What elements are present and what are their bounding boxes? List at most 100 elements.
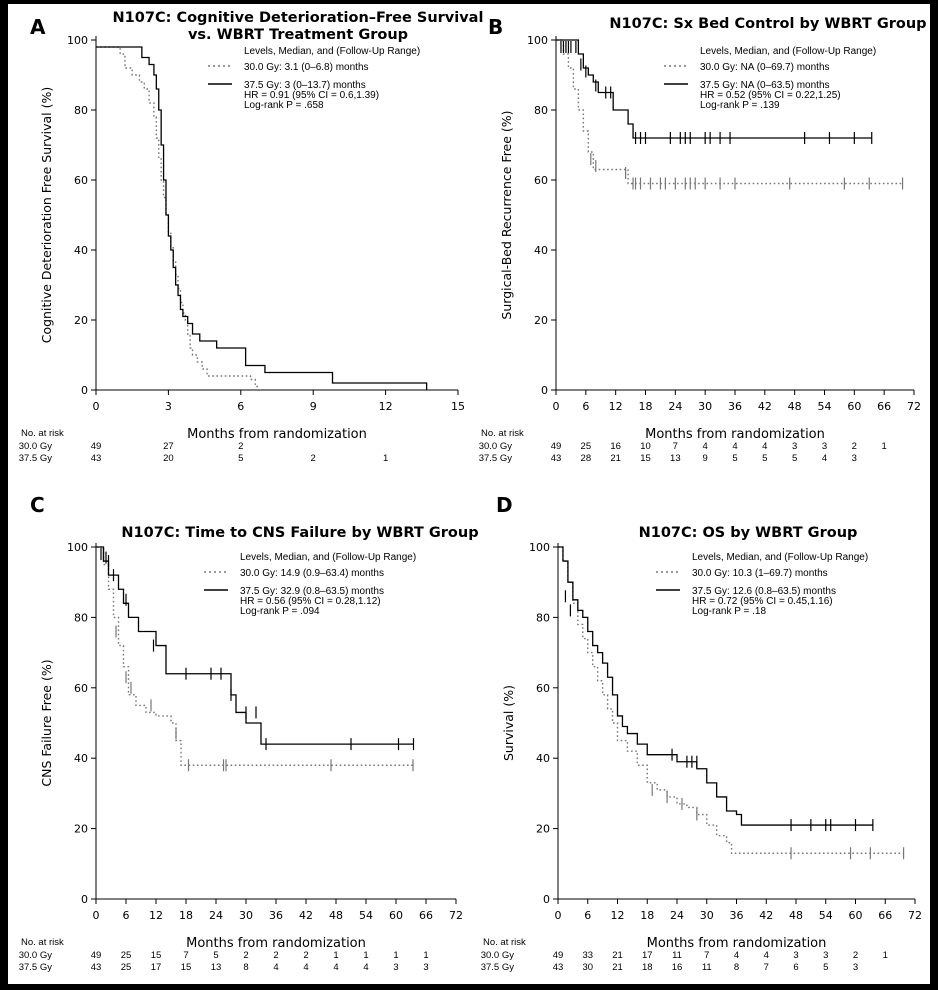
legend: Levels, Median, and (Follow-Up Range) 30.… — [208, 46, 420, 111]
risk-count: 5 — [823, 962, 828, 973]
risk-count: 18 — [642, 962, 653, 973]
chart-title: N107C: Time to CNS Failure by WBRT Group — [121, 525, 478, 541]
y-tick-label: 100 — [67, 34, 88, 47]
x-tick-label: 60 — [849, 909, 863, 922]
legend-stat: HR = 0.91 (95% CI = 0.6,1.39) — [244, 90, 379, 101]
risk-count: 49 — [91, 441, 102, 452]
risk-count: 2 — [852, 441, 857, 452]
legend-entry: 37.5 Gy: 12.6 (0.8–63.5) months — [692, 586, 836, 597]
risk-count: 3 — [793, 950, 798, 961]
x-tick-label: 3 — [165, 400, 172, 413]
x-tick-label: 24 — [670, 909, 684, 922]
risk-count: 1 — [393, 950, 398, 961]
x-tick-label: 12 — [149, 909, 163, 922]
risk-count: 27 — [163, 441, 174, 452]
risk-count: 2 — [303, 950, 308, 961]
risk-count: 7 — [183, 950, 188, 961]
risk-count: 21 — [612, 950, 623, 961]
risk-count: 4 — [762, 441, 767, 452]
x-axis-label: Months from randomization — [186, 936, 366, 951]
panel-letter: C — [30, 493, 45, 517]
x-tick-label: 60 — [389, 909, 403, 922]
risk-count: 5 — [762, 453, 767, 464]
risk-count: 15 — [181, 962, 192, 973]
x-tick-label: 15 — [451, 400, 465, 413]
risk-count: 3 — [852, 453, 857, 464]
km-curve-375Gy — [96, 46, 428, 390]
risk-count: 15 — [151, 950, 162, 961]
risk-count: 1 — [883, 950, 888, 961]
risk-row-label: 37.5 Gy — [19, 453, 53, 464]
legend-entry: 30.0 Gy: NA (0–69.7) months — [700, 62, 830, 73]
y-tick-label: 60 — [534, 174, 548, 187]
risk-count: 4 — [333, 962, 338, 973]
chart-title: N107C: OS by WBRT Group — [639, 525, 858, 541]
risk-count: 16 — [672, 962, 683, 973]
y-tick-label: 40 — [534, 244, 548, 257]
risk-count: 7 — [673, 441, 678, 452]
risk-count: 1 — [882, 441, 887, 452]
x-tick-label: 24 — [209, 909, 223, 922]
x-tick-label: 0 — [93, 909, 100, 922]
km-curve-375Gy — [558, 546, 873, 826]
risk-count: 13 — [211, 962, 222, 973]
risk-table-header: No. at risk — [21, 428, 64, 439]
x-tick-label: 12 — [609, 400, 623, 413]
risk-count: 7 — [704, 950, 709, 961]
y-axis-label: Cognitive Deterioration Free Survival (%… — [39, 87, 54, 344]
risk-count: 43 — [553, 962, 564, 973]
risk-count: 16 — [610, 441, 621, 452]
km-curve-300Gy — [96, 546, 413, 766]
risk-count: 3 — [423, 962, 428, 973]
legend-entry: 37.5 Gy: NA (0–63.5) months — [700, 80, 830, 91]
x-tick-label: 66 — [877, 400, 891, 413]
legend: Levels, Median, and (Follow-Up Range) 30.… — [204, 552, 416, 617]
x-tick-label: 42 — [759, 909, 773, 922]
risk-count: 49 — [91, 950, 102, 961]
panel-letter: A — [30, 15, 46, 39]
x-tick-label: 30 — [700, 909, 714, 922]
x-axis-label: Months from randomization — [647, 936, 827, 951]
y-tick-label: 20 — [74, 823, 88, 836]
y-tick-label: 20 — [536, 823, 550, 836]
legend-header: Levels, Median, and (Follow-Up Range) — [692, 552, 868, 563]
km-curve-300Gy — [96, 46, 261, 388]
risk-count: 3 — [393, 962, 398, 973]
x-tick-label: 36 — [269, 909, 283, 922]
km-curve-375Gy — [96, 546, 414, 745]
panel-B: B N107C: Sx Bed Control by WBRT Group0204… — [479, 15, 927, 464]
risk-count: 3 — [853, 962, 858, 973]
x-tick-label: 6 — [123, 909, 130, 922]
risk-count: 4 — [273, 962, 278, 973]
y-tick-label: 80 — [74, 611, 88, 624]
x-tick-label: 6 — [237, 400, 244, 413]
risk-count: 6 — [793, 962, 798, 973]
x-tick-label: 30 — [239, 909, 253, 922]
y-tick-label: 60 — [74, 682, 88, 695]
x-tick-label: 30 — [698, 400, 712, 413]
risk-count: 5 — [732, 453, 737, 464]
y-tick-label: 60 — [74, 174, 88, 187]
risk-count: 4 — [822, 453, 827, 464]
risk-count: 17 — [642, 950, 653, 961]
legend-stat: Log-rank P = .658 — [244, 100, 324, 111]
x-tick-label: 72 — [449, 909, 463, 922]
x-tick-label: 60 — [847, 400, 861, 413]
x-tick-label: 54 — [818, 400, 832, 413]
legend-header: Levels, Median, and (Follow-Up Range) — [244, 46, 420, 57]
risk-table-header: No. at risk — [481, 428, 524, 439]
y-tick-label: 100 — [529, 541, 550, 554]
risk-count: 2 — [243, 950, 248, 961]
figure-panel-grid: A N107C: Cognitive Deterioration–Free Sur… — [8, 4, 930, 984]
risk-row-label: 30.0 Gy — [19, 950, 53, 961]
risk-row-label: 30.0 Gy — [481, 950, 515, 961]
y-tick-label: 100 — [527, 34, 548, 47]
legend-entry: 37.5 Gy: 32.9 (0.8–63.5) months — [240, 586, 384, 597]
x-tick-label: 72 — [907, 400, 921, 413]
risk-count: 11 — [672, 950, 682, 961]
risk-table-header: No. at risk — [483, 937, 526, 948]
y-tick-label: 0 — [81, 893, 88, 906]
x-tick-label: 18 — [179, 909, 193, 922]
risk-count: 3 — [822, 441, 827, 452]
